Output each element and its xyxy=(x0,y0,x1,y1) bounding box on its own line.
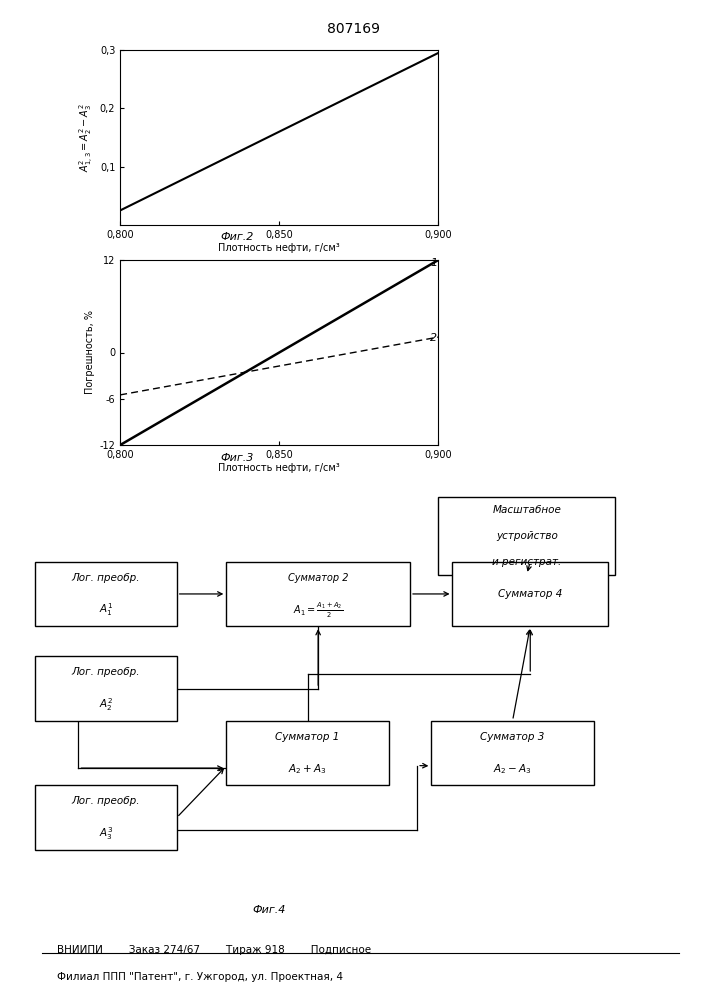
Text: $A_1=\frac{A_1+A_2}{2}$: $A_1=\frac{A_1+A_2}{2}$ xyxy=(293,600,343,620)
Text: $A^2_2$: $A^2_2$ xyxy=(99,696,113,713)
Text: Лог. преобр.: Лог. преобр. xyxy=(72,667,140,677)
Text: 1: 1 xyxy=(431,258,438,268)
Text: Масштабное: Масштабное xyxy=(492,505,561,515)
Text: $A_2+A_3$: $A_2+A_3$ xyxy=(288,762,327,776)
X-axis label: Плотность нефти, г/см³: Плотность нефти, г/см³ xyxy=(218,243,340,253)
Text: Лог. преобр.: Лог. преобр. xyxy=(72,573,140,583)
Bar xyxy=(431,721,594,785)
Text: Фиг.4: Фиг.4 xyxy=(252,905,286,915)
Bar xyxy=(226,721,389,785)
Y-axis label: Погрешность, %: Погрешность, % xyxy=(86,310,95,394)
Text: 807169: 807169 xyxy=(327,22,380,36)
Text: Фиг.2: Фиг.2 xyxy=(220,232,254,242)
Y-axis label: $A^2_{1,3} = A^2_2 - A^2_3$: $A^2_{1,3} = A^2_2 - A^2_3$ xyxy=(78,103,95,172)
Text: и регистрат.: и регистрат. xyxy=(492,557,561,567)
X-axis label: Плотность нефти, г/см³: Плотность нефти, г/см³ xyxy=(218,463,340,473)
Text: 2: 2 xyxy=(431,333,438,343)
Bar xyxy=(35,656,177,721)
Text: Сумматор 2: Сумматор 2 xyxy=(288,573,349,583)
Text: Фиг.3: Фиг.3 xyxy=(220,453,254,463)
Bar xyxy=(35,562,177,626)
Text: Лог. преобр.: Лог. преобр. xyxy=(72,796,140,806)
Text: $A_2-A_3$: $A_2-A_3$ xyxy=(493,762,532,776)
Text: $A^3_3$: $A^3_3$ xyxy=(99,825,113,842)
Text: ВНИИПИ        Заказ 274/67        Тираж 918        Подписное: ВНИИПИ Заказ 274/67 Тираж 918 Подписное xyxy=(57,945,370,955)
Bar xyxy=(438,497,615,575)
Bar xyxy=(226,562,410,626)
Text: Сумматор 1: Сумматор 1 xyxy=(275,732,340,742)
Text: Сумматор 4: Сумматор 4 xyxy=(498,589,563,599)
Text: Сумматор 3: Сумматор 3 xyxy=(480,732,545,742)
Text: устройство: устройство xyxy=(496,531,558,541)
Bar xyxy=(35,785,177,850)
Bar xyxy=(452,562,608,626)
Text: Филиал ППП "Патент", г. Ужгород, ул. Проектная, 4: Филиал ППП "Патент", г. Ужгород, ул. Про… xyxy=(57,972,343,982)
Text: $A^1_1$: $A^1_1$ xyxy=(99,602,113,618)
